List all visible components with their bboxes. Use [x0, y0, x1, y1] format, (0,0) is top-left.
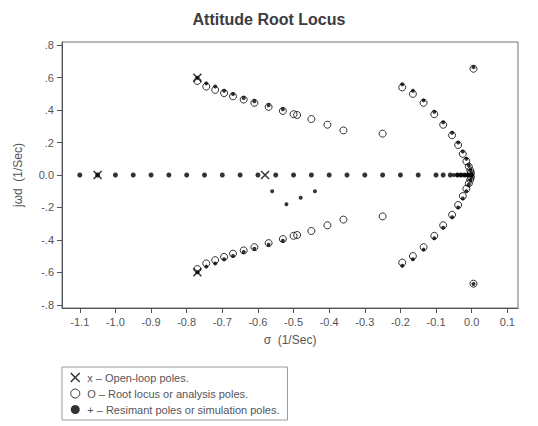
svg-text:-.2: -.2 [41, 201, 54, 213]
svg-text:+ – Resimant poles or simulati: + – Resimant poles or simulation poles. [87, 404, 279, 416]
svg-text:O – Root locus or analysis pol: O – Root locus or analysis poles. [87, 388, 248, 400]
svg-text:-0.7: -0.7 [213, 316, 232, 328]
svg-text:0.0: 0.0 [464, 316, 479, 328]
svg-text:-0.2: -0.2 [391, 316, 410, 328]
svg-text:σ (1/Sec): σ (1/Sec) [264, 333, 317, 347]
svg-text:.6: .6 [45, 72, 54, 84]
svg-text:-1.0: -1.0 [106, 316, 125, 328]
svg-text:-.4: -.4 [41, 234, 54, 246]
svg-text:x – Open-loop poles.: x – Open-loop poles. [87, 372, 189, 384]
svg-text:-.6: -.6 [41, 266, 54, 278]
svg-text:-0.1: -0.1 [427, 316, 446, 328]
svg-text:0.0: 0.0 [39, 169, 54, 181]
svg-text:-0.3: -0.3 [355, 316, 374, 328]
svg-text:-1.1: -1.1 [70, 316, 89, 328]
svg-text:-0.9: -0.9 [142, 316, 161, 328]
svg-text:-0.5: -0.5 [284, 316, 303, 328]
svg-text:.2: .2 [45, 137, 54, 149]
svg-text:-.8: -.8 [41, 299, 54, 311]
svg-text:.8: .8 [45, 39, 54, 51]
svg-text:jωd (1/Sec): jωd (1/Sec) [11, 143, 25, 208]
svg-text:0.1: 0.1 [500, 316, 515, 328]
svg-text:-0.4: -0.4 [320, 316, 339, 328]
svg-text:-0.8: -0.8 [177, 316, 196, 328]
svg-text:Attitude Root Locus: Attitude Root Locus [193, 11, 346, 28]
svg-text:.4: .4 [45, 104, 54, 116]
svg-text:-0.6: -0.6 [248, 316, 267, 328]
